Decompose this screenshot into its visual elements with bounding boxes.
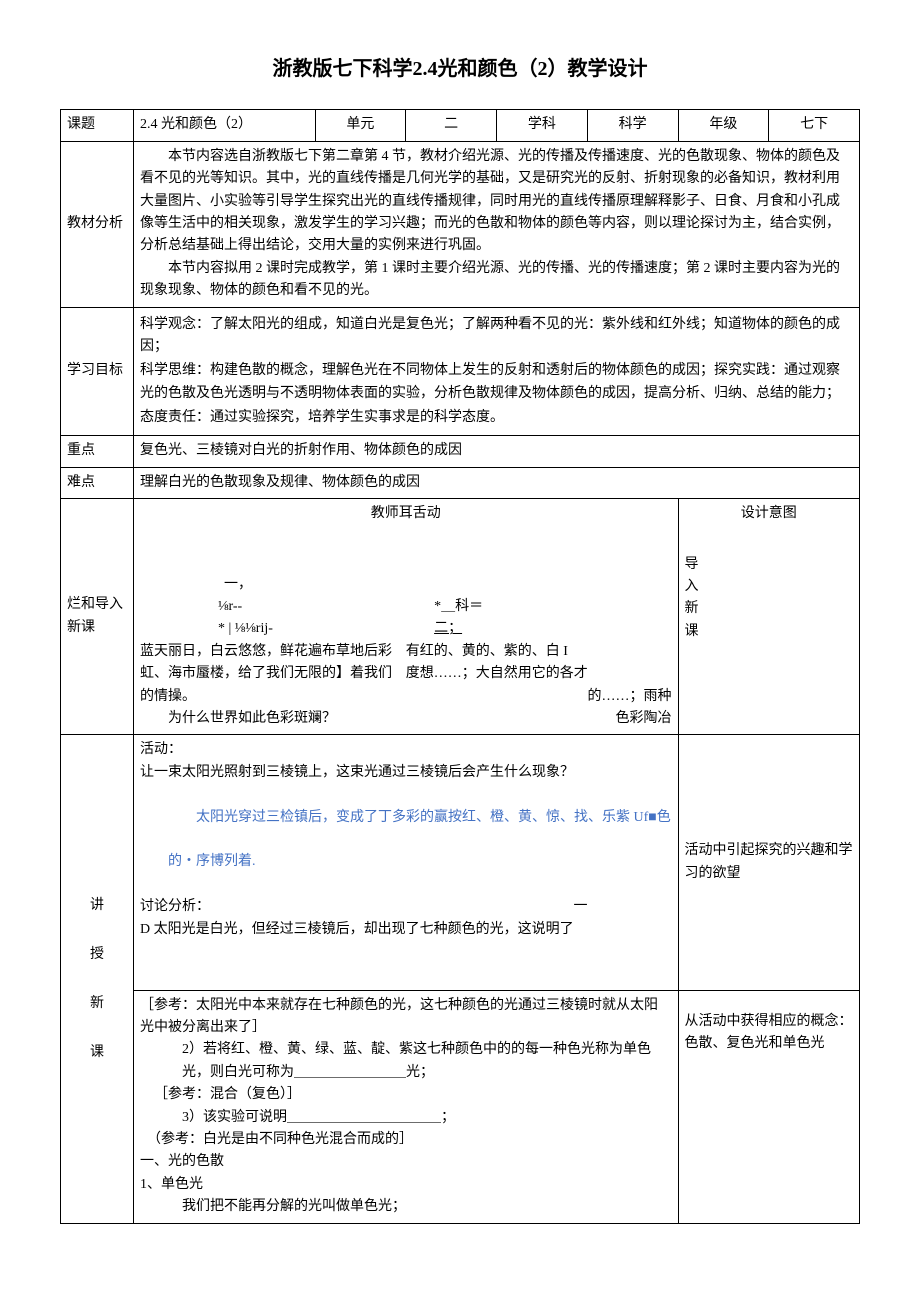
goal-line: 科学观念：了解太阳光的组成，知道白光是复色光；了解两种看不见的光：紫外线和红外线…	[140, 314, 853, 359]
reference-text: ［参考：太阳光中本来就存在七种颜色的光，这七种颜色的光通过三棱镜时就从太阳光中被…	[140, 995, 672, 1040]
lecture-content-2: ［参考：太阳光中本来就存在七种颜色的光，这七种颜色的光通过三棱镜时就从太阳光中被…	[134, 990, 679, 1223]
lecture-char: 授	[67, 930, 127, 979]
blue-text: 的・序博列着.	[140, 851, 672, 873]
reference-text: （参考：白光是由不同种色光混合而成的］	[140, 1129, 672, 1151]
label-subject: 学科	[497, 110, 588, 141]
value-key: 复色光、三棱镜对白光的折射作用、物体颜色的成因	[134, 436, 860, 467]
intro-text: 蓝天丽日，白云悠悠，鲜花遍布草地后彩	[140, 641, 406, 663]
table-row: 烂和导入新课 教师耳舌动 设计意图	[61, 499, 860, 530]
label-key: 重点	[61, 436, 134, 467]
intent-line: 课	[685, 621, 854, 643]
lecture-char: 讲	[67, 881, 127, 930]
discussion-item: D 太阳光是白光，但经过三棱镜后，却出现了七种颜色的光，这说明了	[140, 919, 672, 941]
blue-text: 太阳光穿过三检镇后，变成了丁多彩的赢按红、橙、黄、惊、找、乐紫 Uf■色	[140, 807, 672, 829]
label-intro: 烂和导入新课	[61, 499, 134, 735]
table-row: 课题 2.4 光和颜色（2） 单元 二 学科 科学 年级 七下	[61, 110, 860, 141]
intro-text: 的……；雨种	[539, 686, 672, 708]
value-unit: 二	[406, 110, 497, 141]
activity-title: 活动：	[140, 739, 672, 761]
table-row: 教材分析 本节内容选自浙教版七下第二章第 4 节，教材介绍光源、光的传播及传播速…	[61, 141, 860, 307]
lecture-intent-1: 活动中引起探究的兴趣和学习的欲望	[678, 735, 860, 990]
value-hard: 理解白光的色散现象及规律、物体颜色的成因	[134, 467, 860, 498]
label-grade: 年级	[678, 110, 769, 141]
intent-line: 新	[685, 598, 854, 620]
intro-label-text: 烂和导入新课	[67, 597, 123, 634]
intro-text: 度想……；大自然用它的各才	[406, 663, 672, 685]
value-topic: 2.4 光和颜色（2）	[134, 110, 316, 141]
goal-line: 态度责任：通过实验探究，培养学生实事求是的科学态度。	[140, 407, 853, 429]
design-intent-header: 设计意图	[678, 499, 860, 530]
intro-intent: 导 入 新 课	[678, 530, 860, 735]
activity-question: 让一束太阳光照射到三棱镜上，这束光通过三棱镜后会产生什么现象？	[140, 762, 672, 784]
label-goals: 学习目标	[61, 307, 134, 436]
intro-frag: *＿科＝	[434, 596, 593, 618]
lecture-char: 新	[67, 979, 127, 1028]
lecture-char: 课	[67, 1028, 127, 1077]
intro-frag: ⅛r--	[218, 596, 431, 618]
teacher-activity-header: 教师耳舌动	[134, 499, 679, 530]
intro-text: 有红的、黄的、紫的、白 I	[406, 641, 672, 663]
intro-dash: 一，	[140, 574, 672, 596]
intent-line: 导	[685, 554, 854, 576]
intro-text: 虹、海市蜃楼，给了我们无限的】着我们	[140, 663, 406, 685]
table-row: 讲 授 新 课 活动： 让一束太阳光照射到三棱镜上，这束光通过三棱镜后会产生什么…	[61, 735, 860, 990]
table-row: 重点 复色光、三棱镜对白光的折射作用、物体颜色的成因	[61, 436, 860, 467]
intro-frag: * | ⅛⅛rij-	[218, 618, 431, 640]
page-title: 浙教版七下科学2.4光和颜色（2）教学设计	[60, 53, 860, 85]
label-hard: 难点	[61, 467, 134, 498]
discussion-dash: 一	[574, 896, 672, 918]
section-heading: 一、光的色散	[140, 1151, 672, 1173]
question-text: 2）若将红、橙、黄、绿、蓝、靛、紫这七种颜色中的的每一种色光称为单色光，则白光可…	[140, 1039, 672, 1084]
label-lecture: 讲 授 新 课	[61, 735, 134, 1223]
label-topic: 课题	[61, 110, 134, 141]
lesson-table: 课题 2.4 光和颜色（2） 单元 二 学科 科学 年级 七下 教材分析 本节内…	[60, 109, 860, 1223]
table-row: 难点 理解白光的色散现象及规律、物体颜色的成因	[61, 467, 860, 498]
table-row: ［参考：太阳光中本来就存在七种颜色的光，这七种颜色的光通过三棱镜时就从太阳光中被…	[61, 990, 860, 1223]
label-analysis: 教材分析	[61, 141, 134, 307]
analysis-p1: 本节内容选自浙教版七下第二章第 4 节，教材介绍光源、光的传播及传播速度、光的色…	[140, 146, 853, 258]
goal-line: 科学思维：构建色散的概念，理解色光在不同物体上发生的反射和透射后的物体颜色的成因…	[140, 360, 853, 405]
intro-text: 色彩陶冶	[546, 708, 672, 730]
table-row: 一， ⅛r-- *＿科＝ * | ⅛⅛rij- 二； 蓝天丽日，白云悠悠，鲜花遍…	[61, 530, 860, 735]
intro-text: 的情操。	[140, 686, 539, 708]
value-goals: 科学观念：了解太阳光的组成，知道白光是复色光；了解两种看不见的光：紫外线和红外线…	[134, 307, 860, 436]
intro-question: 为什么世界如此色彩斑斓？	[140, 708, 546, 730]
table-row: 学习目标 科学观念：了解太阳光的组成，知道白光是复色光；了解两种看不见的光：紫外…	[61, 307, 860, 436]
question-text: 3）该实验可说明＿＿＿＿＿＿＿＿＿＿＿；	[140, 1107, 672, 1129]
value-grade: 七下	[769, 110, 860, 141]
value-analysis: 本节内容选自浙教版七下第二章第 4 节，教材介绍光源、光的传播及传播速度、光的色…	[134, 141, 860, 307]
intro-content: 一， ⅛r-- *＿科＝ * | ⅛⅛rij- 二； 蓝天丽日，白云悠悠，鲜花遍…	[134, 530, 679, 735]
lecture-intent-2: 从活动中获得相应的概念：色散、复色光和单色光	[678, 990, 860, 1223]
analysis-p2: 本节内容拟用 2 课时完成教学，第 1 课时主要介绍光源、光的传播、光的传播速度…	[140, 258, 853, 303]
lecture-content-1: 活动： 让一束太阳光照射到三棱镜上，这束光通过三棱镜后会产生什么现象？ 太阳光穿…	[134, 735, 679, 990]
body-text: 我们把不能再分解的光叫做单色光；	[140, 1196, 672, 1218]
subsection-heading: 1、单色光	[140, 1174, 672, 1196]
intro-frag: 二；	[434, 618, 593, 640]
label-unit: 单元	[315, 110, 406, 141]
value-subject: 科学	[587, 110, 678, 141]
reference-text: ［参考：混合（复色）］	[140, 1084, 672, 1106]
intent-line: 入	[685, 576, 854, 598]
discussion-title: 讨论分析：	[140, 896, 574, 918]
